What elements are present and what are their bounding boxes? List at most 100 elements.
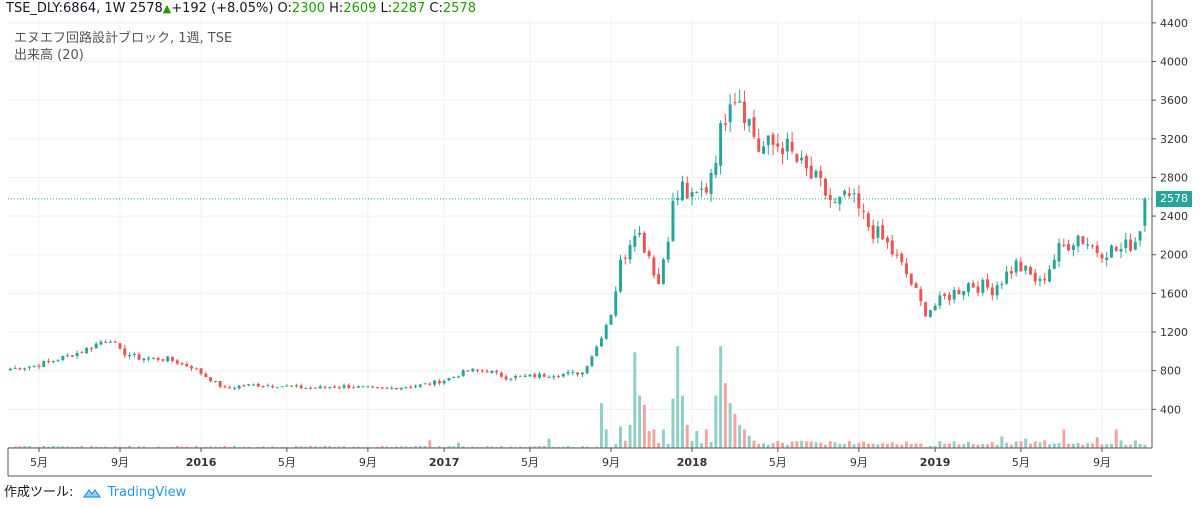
candle-body	[232, 388, 236, 390]
price-tick-label: 4000	[1160, 55, 1188, 68]
volume-bar	[647, 431, 651, 448]
candle-body	[590, 356, 594, 367]
volume-bar	[938, 441, 942, 448]
volume-bar	[1081, 444, 1085, 448]
candle-body	[976, 286, 980, 293]
volume-bar	[318, 446, 322, 448]
candle-body	[380, 387, 384, 389]
volume-bar	[380, 446, 384, 448]
candle-body	[1110, 245, 1113, 258]
candle-body	[580, 372, 584, 375]
candle-body	[876, 226, 880, 238]
volume-bar	[385, 446, 389, 448]
volume-bar	[943, 443, 947, 448]
volume-bar	[900, 444, 904, 448]
candle-body	[304, 387, 308, 389]
candle-body	[66, 355, 70, 357]
candle-body	[595, 346, 599, 356]
volume-bar	[61, 446, 65, 448]
candle-body	[1062, 244, 1066, 246]
candle-body	[504, 376, 508, 380]
candle-body	[1133, 242, 1137, 250]
candle-body	[290, 385, 294, 387]
volume-bar	[271, 446, 275, 448]
candle-body	[538, 374, 541, 378]
volume-bar	[223, 445, 227, 448]
volume-bar	[557, 446, 561, 448]
candle-body	[981, 279, 985, 293]
volume-bar	[47, 446, 50, 448]
candle-body	[256, 384, 260, 387]
candle-body	[1028, 267, 1032, 275]
candle-body	[752, 117, 756, 137]
volume-bar	[75, 446, 79, 448]
price-axis: 400 800 1200 1600 2000 2400 2800 3200 3600 4000 44…	[1151, 0, 1188, 448]
candle-body	[509, 378, 513, 380]
volume-bar	[952, 441, 956, 448]
candle-body	[247, 384, 251, 386]
candle-body	[800, 157, 804, 161]
volume-bar	[790, 441, 794, 448]
candle-body	[418, 384, 422, 387]
candle-body	[94, 343, 98, 349]
volume-bar	[785, 444, 789, 448]
volume-bar	[23, 446, 27, 448]
volume-bar	[1124, 444, 1128, 448]
volume-bar	[94, 446, 98, 448]
candle-body	[995, 285, 999, 296]
candle-body	[1005, 271, 1009, 284]
volume-bar	[170, 446, 174, 448]
volume-bar	[728, 403, 732, 448]
legend-title: エヌエフ回路設計ブロック, 1週, TSE	[14, 31, 233, 46]
price-tick-label: 2400	[1160, 210, 1188, 223]
time-tick-label: 5月	[30, 456, 48, 469]
candle-body	[490, 371, 494, 374]
volume-bar	[456, 442, 460, 448]
candle-body	[456, 376, 460, 378]
candle-body	[309, 387, 313, 389]
tradingview-link[interactable]: TradingView	[107, 485, 187, 500]
candle-body	[437, 381, 441, 384]
candle-body	[1138, 231, 1142, 241]
price-chart[interactable]: 400 800 1200 1600 2000 2400 2800 3200 3600 4000 44…	[0, 0, 1200, 480]
volume-bar	[638, 395, 642, 448]
candle-body	[804, 156, 808, 169]
candle-body	[771, 134, 775, 145]
candle-body	[814, 171, 818, 178]
time-tick-label: 2019	[920, 456, 951, 469]
candle-body	[723, 123, 727, 125]
candle-body	[361, 386, 365, 388]
price-tick-label: 3600	[1160, 94, 1188, 107]
volume-bar	[733, 414, 737, 448]
volume-bar	[523, 446, 527, 448]
candle-body	[681, 181, 684, 201]
candle-body	[890, 240, 894, 255]
volume-bar	[709, 442, 713, 448]
candle-body	[423, 383, 427, 385]
volume-bar	[757, 443, 761, 448]
candle-body	[709, 172, 713, 194]
time-tick-label: 9月	[850, 456, 868, 469]
volume-bar	[1043, 440, 1047, 448]
tradingview-cloud-icon	[82, 488, 101, 498]
volume-bar	[542, 446, 546, 448]
volume-bar	[566, 445, 570, 448]
candle-body	[347, 384, 351, 388]
volume-bar	[847, 441, 851, 448]
volume-bar	[762, 443, 765, 448]
volume-bar	[414, 445, 418, 448]
candle-body	[294, 385, 298, 387]
candle-body	[695, 191, 699, 193]
volume-bar	[51, 445, 55, 448]
volume-bar	[538, 446, 541, 448]
volume-bar	[719, 346, 723, 448]
volume-bar	[604, 429, 608, 448]
time-tick-label: 5月	[769, 456, 787, 469]
volume-bar	[294, 445, 298, 448]
volume-bar	[623, 440, 627, 448]
candle-body	[1024, 265, 1028, 271]
candle-body	[542, 374, 546, 377]
candle-body	[757, 138, 761, 152]
volume-bar	[452, 446, 456, 448]
candle-body	[328, 387, 332, 389]
